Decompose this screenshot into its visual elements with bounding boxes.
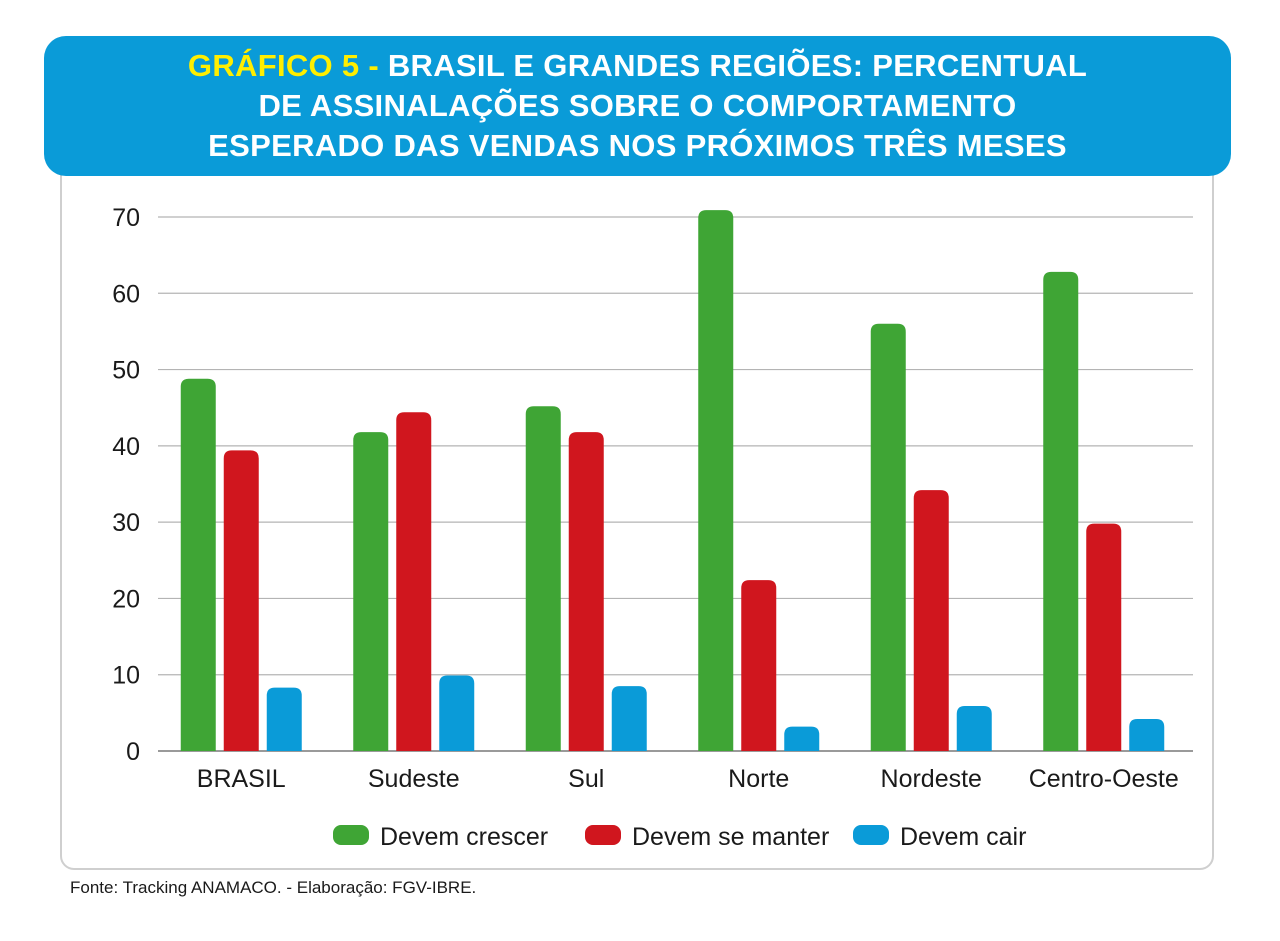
legend-label: Devem se manter (632, 823, 829, 851)
y-tick-label: 30 (112, 509, 140, 537)
bar-devem-crescer (1043, 271, 1079, 751)
bar-devem-crescer (353, 432, 389, 751)
chart-header: GRÁFICO 5 - BRASIL E GRANDES REGIÕES: PE… (44, 36, 1231, 176)
chart-title-line-2: DE ASSINALAÇÕES SOBRE O COMPORTAMENTO (258, 88, 1017, 123)
grid-lines (158, 216, 1193, 752)
bar-devem-cair (266, 687, 302, 751)
chart-title-line-3: ESPERADO DAS VENDAS NOS PRÓXIMOS TRÊS ME… (208, 128, 1067, 163)
y-axis-ticks: 0 10 20 30 40 50 60 70 (112, 204, 140, 766)
legend-swatch (853, 825, 889, 845)
legend-swatch (333, 825, 369, 845)
legend-label: Devem cair (900, 823, 1026, 851)
bar-devem-crescer (698, 210, 734, 752)
bar-devem-se-manter (913, 490, 949, 751)
x-axis-labels: BRASIL Sudeste Sul Norte Nordeste Centro-Oest… (197, 765, 1179, 793)
header-line-1: GRÁFICO 5 - BRASIL E GRANDES REGIÕES: PE… (188, 46, 1087, 86)
bar-devem-se-manter (568, 432, 604, 751)
y-tick-label: 40 (112, 433, 140, 461)
x-tick-label: Nordeste (881, 765, 982, 793)
bars (180, 210, 1165, 752)
x-tick-label: Sul (568, 765, 604, 793)
bar-devem-se-manter (741, 580, 777, 751)
y-tick-label: 0 (126, 738, 140, 766)
bar-devem-crescer (525, 406, 561, 751)
y-tick-label: 70 (112, 204, 140, 232)
bar-devem-crescer (870, 323, 906, 751)
chart-title-line-1: BRASIL E GRANDES REGIÕES: PERCENTUAL (387, 48, 1088, 83)
bar-devem-se-manter (396, 412, 432, 751)
x-tick-label: Centro-Oeste (1029, 765, 1179, 793)
y-tick-label: 50 (112, 357, 140, 385)
y-tick-label: 60 (112, 280, 140, 308)
bar-devem-cair (611, 686, 647, 751)
bar-devem-cair (439, 675, 475, 751)
bar-devem-cair (956, 705, 992, 751)
source-note: Fonte: Tracking ANAMACO. - Elaboração: F… (70, 878, 477, 897)
bar-devem-cair (784, 726, 820, 751)
x-tick-label: Norte (728, 765, 789, 793)
x-tick-label: BRASIL (197, 765, 286, 793)
bar-devem-se-manter (1086, 523, 1122, 751)
legend-swatch (585, 825, 621, 845)
bar-devem-se-manter (223, 450, 259, 751)
x-tick-label: Sudeste (368, 765, 460, 793)
y-tick-label: 10 (112, 662, 140, 690)
bar-devem-crescer (180, 378, 216, 751)
y-tick-label: 20 (112, 585, 140, 613)
legend: Devem crescer Devem se manter Devem cair (333, 823, 1026, 851)
chart-number-label: GRÁFICO 5 - (187, 48, 379, 83)
legend-label: Devem crescer (380, 823, 548, 851)
bar-devem-cair (1129, 718, 1165, 751)
